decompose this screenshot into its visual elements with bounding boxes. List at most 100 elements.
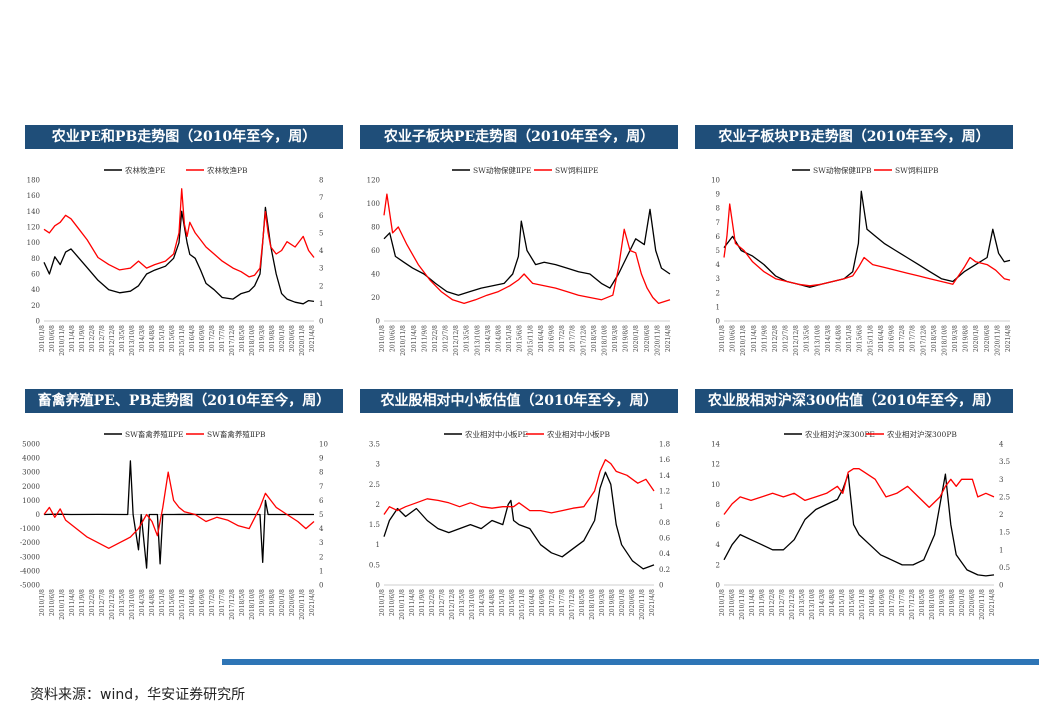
y-left-tick-label: 0 [716,318,720,326]
y-left-tick-label: 1 [716,303,720,311]
y-right-tick-label: 1 [319,567,323,575]
y-left-tick-label: 3000 [22,469,40,477]
x-tick-label: 2017/7/8 [219,589,226,616]
x-tick-label: 2010/11/8 [59,589,66,620]
x-tick-label: 2020/6/8 [644,325,651,352]
x-tick-label: 2013/5/8 [119,589,126,616]
panel-title-5: 农业股相对中小板估值（2010年至今，周） [360,389,678,413]
chart-svg: SW动物保健ⅡPB SW饲料ⅡPB 0 1 2 3 4 5 6 7 8 9 10 2010/1/8 2010… [711,165,1012,356]
legend-label: 农林牧渔PB [207,165,248,175]
x-tick-label: 2014/8/8 [836,325,843,352]
y-right-tick-label: 6 [319,497,324,505]
x-tick-label: 2010/11/8 [59,325,66,356]
x-tick-label: 2018/10/8 [601,325,608,356]
x-tick-label: 2018/5/8 [239,325,246,352]
x-tick-label: 2012/2/8 [89,589,96,616]
y-right-tick-label: 6 [319,212,324,220]
x-tick-label: 2020/11/8 [994,325,1001,356]
x-tick-label: 2011/9/8 [759,589,766,616]
x-tick-label: 2017/7/8 [899,589,906,616]
x-tick-label: 2017/7/8 [570,325,577,352]
x-tick-label: 2019/8/8 [949,589,956,616]
x-tick-label: 2021/4/8 [309,589,316,616]
y-right-tick-label: 4 [319,247,324,255]
y-left-tick-label: 10 [711,177,720,185]
y-right-tick-label: 5 [319,229,323,237]
x-tick-label: 2017/12/8 [229,325,236,356]
x-tick-label: 2016/4/8 [529,589,536,616]
x-tick-label: 2010/1/8 [719,325,726,352]
x-tick-label: 2019/8/8 [269,589,276,616]
y-right-tick-label: 0 [659,582,663,590]
y-left-tick-label: 140 [27,208,40,216]
x-tick-label: 2010/1/8 [379,589,386,616]
y-left-tick-label: 180 [27,177,40,185]
x-tick-label: 2012/2/8 [429,589,436,616]
x-tick-label: 2021/4/8 [1005,325,1012,352]
y-right-tick-label: 1 [659,503,663,511]
panel-title-3: 农业子板块PB走势图（2010年至今，周） [695,125,1013,149]
y-left-tick-label: 0 [36,318,40,326]
x-tick-label: 2011/9/8 [419,589,426,616]
chart-svg: 农业相对沪深300PE 农业相对沪深300PB 0 2 4 6 8 10 12 14 0 0.5 1 1.… [711,429,1010,620]
x-tick-label: 2011/4/8 [411,325,418,352]
x-tick-label: 2019/3/8 [599,589,606,616]
x-tick-label: 2017/2/8 [209,589,216,616]
x-tick-label: 2011/4/8 [751,325,758,352]
x-tick-label: 2010/6/8 [390,325,397,352]
x-tick-label: 2014/8/8 [489,589,496,616]
legend-label: 农业相对中小板PB [547,429,611,439]
panel-title-2: 农业子板块PE走势图（2010年至今，周） [360,125,678,149]
x-tick-label: 2011/9/8 [79,325,86,352]
x-tick-label: 2015/6/8 [517,325,524,352]
series-line-2 [383,193,671,305]
x-tick-label: 2016/9/8 [199,325,206,352]
legend-label: 农业相对沪深300PE [805,429,875,439]
y-right-tick-label: 5 [319,511,323,519]
x-tick-label: 2015/6/8 [509,589,516,616]
x-tick-label: 2010/6/8 [730,325,737,352]
y-right-tick-label: 8 [319,177,323,185]
x-tick-label: 2016/9/8 [888,325,895,352]
y-left-tick-label: 2 [716,289,720,297]
legend-label: SW动物保健ⅡPE [473,165,531,175]
x-tick-label: 2017/2/8 [889,589,896,616]
x-tick-label: 2010/1/8 [379,325,386,352]
x-tick-label: 2017/12/8 [229,589,236,620]
x-tick-label: 2013/10/8 [809,589,816,620]
x-tick-label: 2014/8/8 [496,325,503,352]
panel-title-1: 农业PE和PB走势图（2010年至今，周） [25,125,343,149]
x-tick-label: 2015/11/8 [527,325,534,356]
y-left-tick-label: -5000 [20,582,40,590]
panel-title-4: 畜禽养殖PE、PB走势图（2010年至今，周） [25,389,343,413]
y-left-tick-label: 40 [371,271,380,279]
x-tick-label: 2020/11/8 [299,325,306,356]
y-left-tick-label: 3 [376,461,380,469]
x-tick-label: 2015/6/8 [857,325,864,352]
chart-rel-hs300: 农业相对沪深300PE 农业相对沪深300PB 0 2 4 6 8 10 12 14 0 0.5 1 1.… [690,422,1020,637]
series-line-1 [723,473,995,577]
x-tick-label: 2012/12/8 [449,589,456,620]
chart-sub-pb: SW动物保健ⅡPB SW饲料ⅡPB 0 1 2 3 4 5 6 7 8 9 10 2010/1/8 2010… [690,158,1020,373]
y-left-tick-label: 120 [27,224,40,232]
bottom-bar [222,659,1039,665]
y-right-tick-label: 1.2 [659,488,670,496]
y-left-tick-label: 3.5 [369,441,380,449]
x-tick-label: 2016/9/8 [548,325,555,352]
x-tick-label: 2015/11/8 [867,325,874,356]
x-tick-label: 2011/9/8 [421,325,428,352]
x-tick-label: 2013/5/8 [799,589,806,616]
y-right-tick-label: 0.4 [659,550,671,558]
y-left-tick-label: 160 [27,192,40,200]
legend-label: SW畜禽养殖ⅡPB [207,429,266,439]
y-right-tick-label: 0.8 [659,519,670,527]
y-left-tick-label: 0 [716,582,720,590]
chart-rel-smallcap: 农业相对中小板PE 农业相对中小板PB 0 0.5 1 1.5 2 2.5 3 3.5 0 0.2 0.… [350,422,680,637]
x-tick-label: 2011/4/8 [749,589,756,616]
y-right-tick-label: 2 [319,282,323,290]
x-tick-label: 2015/1/8 [506,325,513,352]
x-tick-label: 2017/12/8 [569,589,576,620]
x-tick-label: 2017/2/8 [209,325,216,352]
y-left-tick-label: 2 [376,501,380,509]
x-tick-label: 2012/7/8 [779,589,786,616]
